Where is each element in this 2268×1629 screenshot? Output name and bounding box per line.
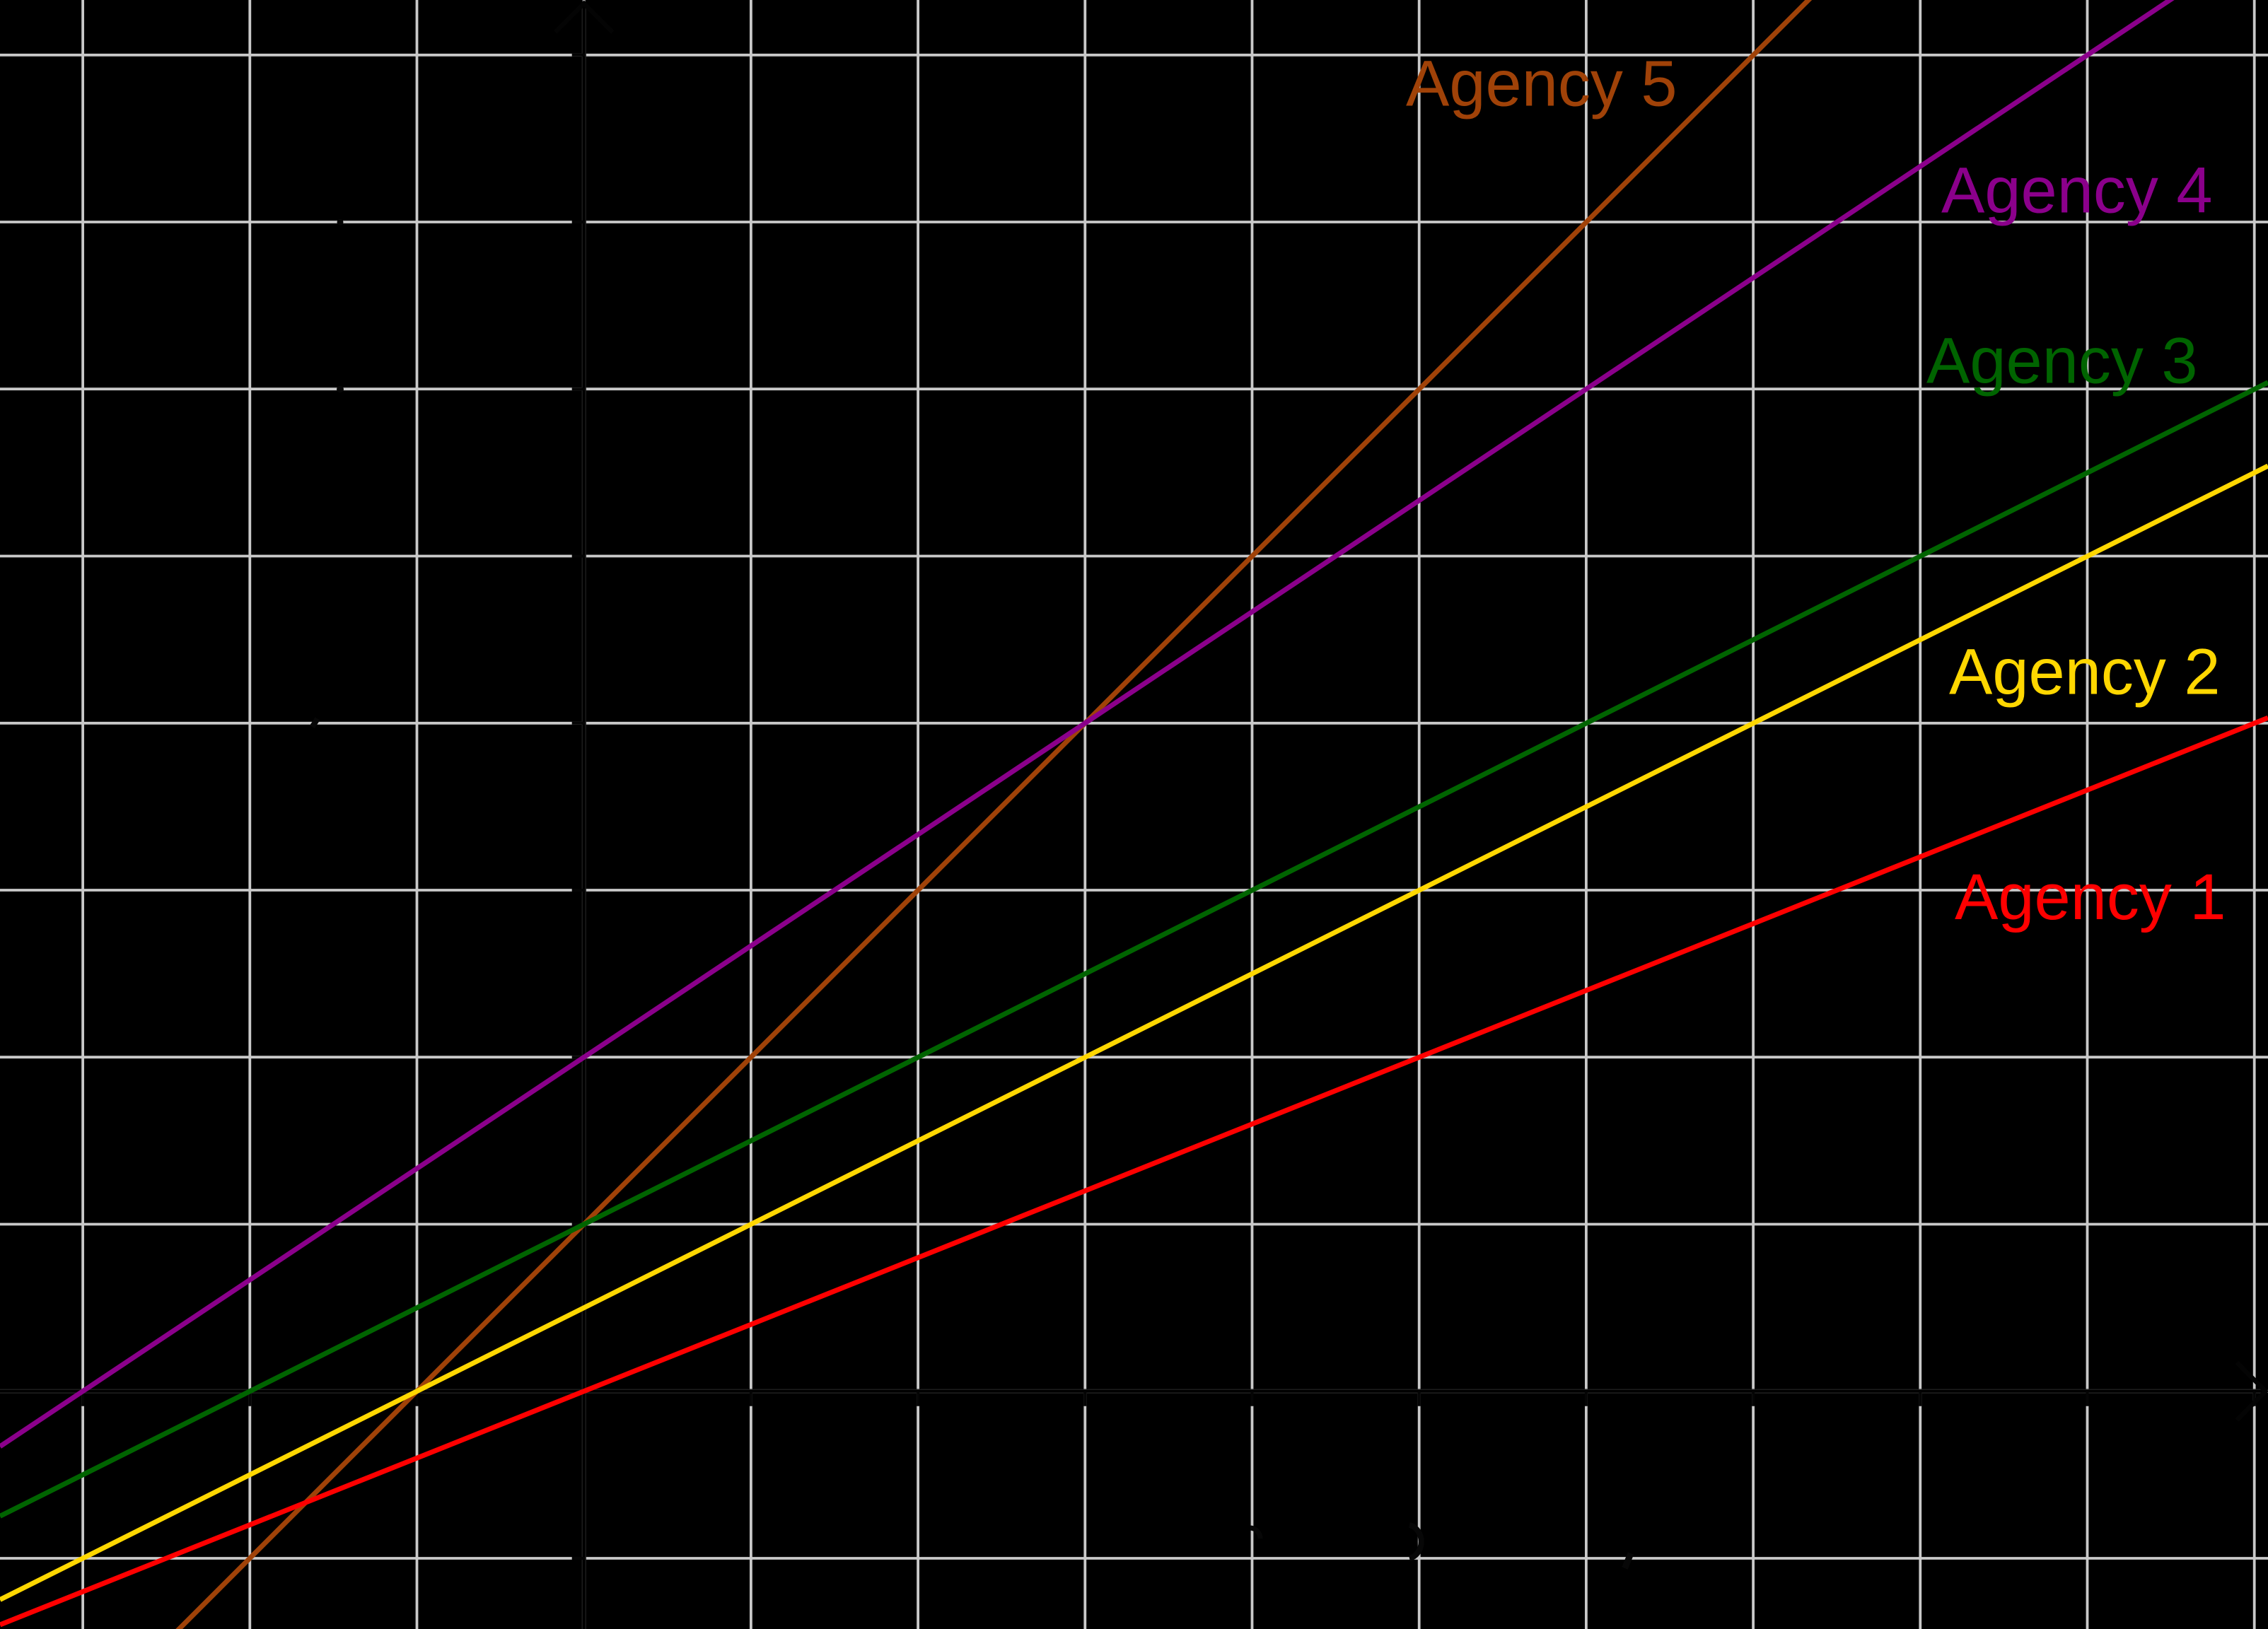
svg-text:Agency 4: Agency 4 xyxy=(1941,155,2213,227)
svg-text:Agency 2: Agency 2 xyxy=(1949,636,2221,708)
svg-text:Agency 5: Agency 5 xyxy=(1406,48,1677,120)
svg-text:Agency 1: Agency 1 xyxy=(1955,861,2226,933)
svg-text:Agency 3: Agency 3 xyxy=(1926,325,2198,397)
